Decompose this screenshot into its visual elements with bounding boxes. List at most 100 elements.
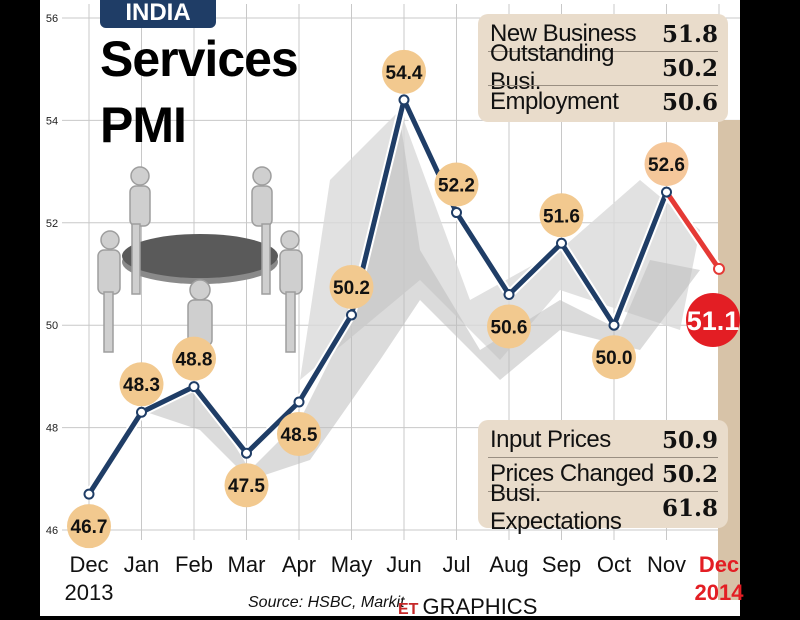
brand-logo: ET — [398, 601, 419, 618]
chart-title-line1: Services — [100, 31, 299, 87]
data-point — [503, 288, 515, 300]
data-label: 50.0 — [596, 348, 633, 369]
data-point — [136, 406, 147, 418]
data-point — [241, 447, 252, 459]
x-tick-label: May — [331, 552, 373, 577]
people-table-illustration — [97, 166, 303, 363]
data-label: 51.1 — [687, 306, 740, 336]
x-tick-label: Jul — [442, 552, 470, 577]
y-tick-label: 56 — [46, 13, 58, 25]
indicator-value: 50.2 — [661, 54, 718, 82]
divider — [488, 457, 718, 458]
indicator-row: Busi. Expectations 61.8 — [490, 480, 718, 535]
decor-ribbon-front — [140, 120, 700, 480]
y-tick-label: 46 — [46, 525, 58, 537]
indicator-label: New Business — [490, 20, 637, 47]
data-points: 46.7 48.3 48.8 47.5 48.5 50.2 54.4 52.2 50.6 51.6… — [67, 49, 740, 549]
data-label: 48.3 — [123, 375, 160, 396]
x-tick-label: Aug — [489, 552, 528, 577]
indicator-label: Employment — [490, 88, 619, 115]
x-tick-label: Jun — [386, 552, 421, 577]
indicator-row: New Business 51.8 — [490, 18, 718, 50]
data-label-bubble — [686, 293, 740, 347]
x-tick-label: Jan — [124, 552, 159, 577]
data-point — [608, 319, 620, 331]
chart-title-line2: PMI — [100, 97, 187, 153]
x-tick-label: Sep — [542, 552, 581, 577]
data-label-bubble — [224, 463, 269, 508]
data-label: 48.5 — [281, 425, 318, 446]
x-year-label: 2014 — [695, 580, 745, 605]
x-tick-label: Mar — [228, 552, 266, 577]
data-label-bubble — [644, 142, 689, 187]
y-tick-label: 50 — [46, 320, 58, 332]
indicator-label: Prices Changed — [490, 460, 654, 487]
data-label: 48.8 — [176, 350, 213, 371]
y-tick-label: 54 — [46, 115, 58, 127]
indicator-label: Input Prices — [490, 426, 611, 453]
x-tick-label: Dec — [699, 552, 739, 577]
data-label: 46.7 — [71, 517, 108, 538]
decor-right-strip — [718, 120, 740, 600]
x-tick-label: Nov — [647, 552, 686, 577]
data-label: 54.4 — [386, 63, 423, 84]
series-line-latest — [664, 190, 722, 271]
indicator-value: 50.9 — [661, 426, 718, 454]
indicator-value: 61.8 — [661, 494, 718, 522]
data-label-bubble — [382, 49, 426, 94]
y-tick-label: 52 — [46, 218, 58, 230]
series-line — [85, 95, 723, 497]
indicator-label: Outstanding Busi. — [490, 40, 614, 95]
data-label-bubble — [487, 304, 531, 349]
indicator-label: Busi. Expectations — [490, 480, 622, 535]
y-tick-label: 48 — [46, 423, 58, 435]
data-point — [451, 207, 462, 219]
series-line-main — [86, 97, 669, 496]
x-axis: Dec 2013 Jan Feb Mar Apr May Jun Jul Aug Sep Oct Nov… — [65, 552, 745, 605]
source-note: Source: HSBC, Markit — [248, 594, 405, 611]
brand-credit: ET GRAPHICS — [398, 594, 541, 620]
divider — [488, 491, 718, 492]
indicator-row: Input Prices 50.9 — [490, 424, 718, 456]
country-badge: INDIA — [100, 0, 216, 28]
data-label: 47.5 — [228, 476, 265, 497]
divider — [488, 85, 718, 86]
data-point — [398, 94, 410, 106]
data-label-bubble — [592, 335, 636, 380]
data-label-bubble — [119, 362, 164, 407]
indicator-row: Prices Changed 50.2 — [490, 458, 718, 490]
bottom-indicator-panel: Input Prices 50.9 Prices Changed 50.2 Bu… — [478, 420, 728, 535]
data-label: 52.6 — [648, 155, 685, 176]
y-axis: 46 48 50 52 54 56 — [46, 13, 58, 537]
data-label: 51.6 — [543, 206, 580, 227]
indicator-row: Employment 50.6 — [490, 86, 718, 118]
data-label-bubble — [172, 336, 216, 381]
data-point — [188, 381, 200, 393]
data-point — [661, 186, 672, 198]
data-point — [346, 309, 357, 321]
x-tick-label: Feb — [175, 552, 213, 577]
data-label: 52.2 — [438, 176, 475, 197]
divider — [488, 51, 718, 52]
data-point — [556, 237, 567, 249]
x-year-label: 2013 — [65, 580, 114, 605]
data-label: 50.2 — [333, 278, 370, 299]
indicator-value: 50.6 — [661, 88, 718, 116]
x-tick-label: Dec — [69, 552, 108, 577]
indicator-row: Outstanding Busi. 50.2 — [490, 40, 718, 95]
top-indicator-panel: New Business 51.8 Outstanding Busi. 50.2… — [478, 14, 728, 122]
indicator-value: 51.8 — [661, 20, 718, 48]
indicator-value: 50.2 — [661, 460, 718, 488]
data-label-bubble — [67, 504, 111, 549]
data-label-bubble — [434, 162, 479, 207]
x-tick-label: Apr — [282, 552, 316, 577]
data-label-bubble — [539, 193, 584, 238]
x-tick-label: Oct — [597, 552, 631, 577]
data-point — [293, 396, 305, 408]
data-point — [713, 262, 725, 275]
data-label-bubble — [277, 412, 321, 456]
data-point — [83, 488, 95, 500]
data-label-bubble — [329, 264, 374, 309]
data-label: 50.6 — [491, 317, 528, 338]
brand-text: GRAPHICS — [422, 594, 538, 619]
